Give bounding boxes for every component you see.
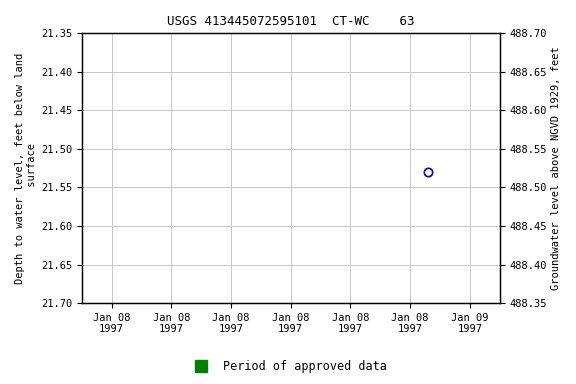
Y-axis label: Depth to water level, feet below land
 surface: Depth to water level, feet below land su… <box>15 53 37 284</box>
Title: USGS 413445072595101  CT-WC    63: USGS 413445072595101 CT-WC 63 <box>167 15 414 28</box>
Legend: Period of approved data: Period of approved data <box>185 356 391 378</box>
Y-axis label: Groundwater level above NGVD 1929, feet: Groundwater level above NGVD 1929, feet <box>551 46 561 290</box>
